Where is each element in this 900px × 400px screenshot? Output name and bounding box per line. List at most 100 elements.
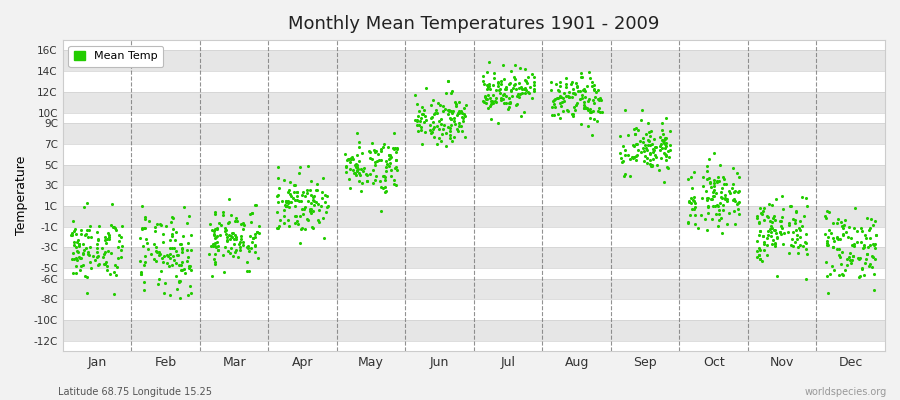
Point <box>595 108 609 115</box>
Point <box>657 179 671 185</box>
Point <box>447 121 462 128</box>
Point <box>685 184 699 191</box>
Point <box>389 156 403 163</box>
Point <box>768 226 782 233</box>
Point <box>432 135 446 141</box>
Point <box>781 222 796 228</box>
Point <box>270 209 284 216</box>
Point <box>708 211 723 217</box>
Point <box>781 250 796 256</box>
Point <box>549 81 563 88</box>
Point <box>626 154 640 161</box>
Point <box>304 210 319 217</box>
Point <box>480 82 494 88</box>
Point <box>149 258 164 264</box>
Point <box>379 164 393 170</box>
Point <box>756 241 770 247</box>
Point <box>302 162 316 169</box>
Point <box>621 152 635 159</box>
Point <box>316 175 330 182</box>
Point <box>355 150 369 156</box>
Point <box>152 251 166 258</box>
Point <box>818 231 832 237</box>
Point <box>700 204 715 210</box>
Point <box>270 225 284 231</box>
Point <box>272 185 286 192</box>
Point <box>301 198 315 204</box>
Point <box>832 252 846 258</box>
Point <box>173 278 187 284</box>
Point <box>280 202 294 209</box>
Point <box>846 253 860 259</box>
Point <box>344 156 358 163</box>
Point <box>581 123 596 130</box>
Point <box>494 97 508 103</box>
Point <box>646 146 661 152</box>
Point <box>588 94 602 100</box>
Point <box>224 244 238 251</box>
Point <box>243 245 257 252</box>
Point <box>295 189 310 196</box>
Point <box>658 142 672 149</box>
Point <box>519 87 534 93</box>
Point <box>135 225 149 232</box>
Point <box>205 242 220 249</box>
Point <box>853 272 868 279</box>
Point <box>375 173 390 179</box>
Point <box>714 189 728 196</box>
Point <box>374 208 388 215</box>
Bar <box>63 248 885 268</box>
Point <box>147 256 161 262</box>
Point <box>166 252 181 259</box>
Point <box>577 99 591 106</box>
Point <box>433 102 447 108</box>
Point <box>105 201 120 207</box>
Point <box>225 234 239 240</box>
Point <box>303 206 318 212</box>
Point <box>219 226 233 233</box>
Point <box>245 210 259 216</box>
Point <box>277 207 292 214</box>
Point <box>486 100 500 106</box>
Point <box>152 251 166 258</box>
Point <box>219 225 233 232</box>
Point <box>248 234 262 240</box>
Point <box>842 254 856 260</box>
Point <box>491 80 505 86</box>
Point <box>573 74 588 80</box>
Point <box>270 193 284 200</box>
Point <box>82 252 96 259</box>
Point <box>242 268 256 274</box>
Point <box>80 200 94 207</box>
Point <box>175 245 189 252</box>
Point <box>577 105 591 111</box>
Point <box>753 228 768 234</box>
Point <box>175 258 189 265</box>
Point <box>752 228 767 235</box>
Point <box>515 90 529 96</box>
Point <box>207 231 221 238</box>
Point <box>551 87 565 94</box>
Y-axis label: Temperature: Temperature <box>15 156 28 235</box>
Point <box>733 199 747 205</box>
Point <box>487 75 501 81</box>
Point <box>681 219 696 225</box>
Point <box>551 94 565 101</box>
Point <box>104 271 118 278</box>
Point <box>822 226 836 233</box>
Point <box>644 150 658 156</box>
Point <box>135 203 149 210</box>
Point <box>827 238 842 244</box>
Text: Latitude 68.75 Longitude 15.25: Latitude 68.75 Longitude 15.25 <box>58 387 212 397</box>
Point <box>211 247 225 253</box>
Point <box>565 90 580 96</box>
Point <box>138 259 152 265</box>
Point <box>726 181 741 187</box>
Point <box>312 219 327 225</box>
Point <box>371 151 385 158</box>
Point <box>208 209 222 216</box>
Point <box>379 168 393 174</box>
Point <box>847 242 861 249</box>
Point <box>345 154 359 160</box>
Point <box>680 176 695 182</box>
